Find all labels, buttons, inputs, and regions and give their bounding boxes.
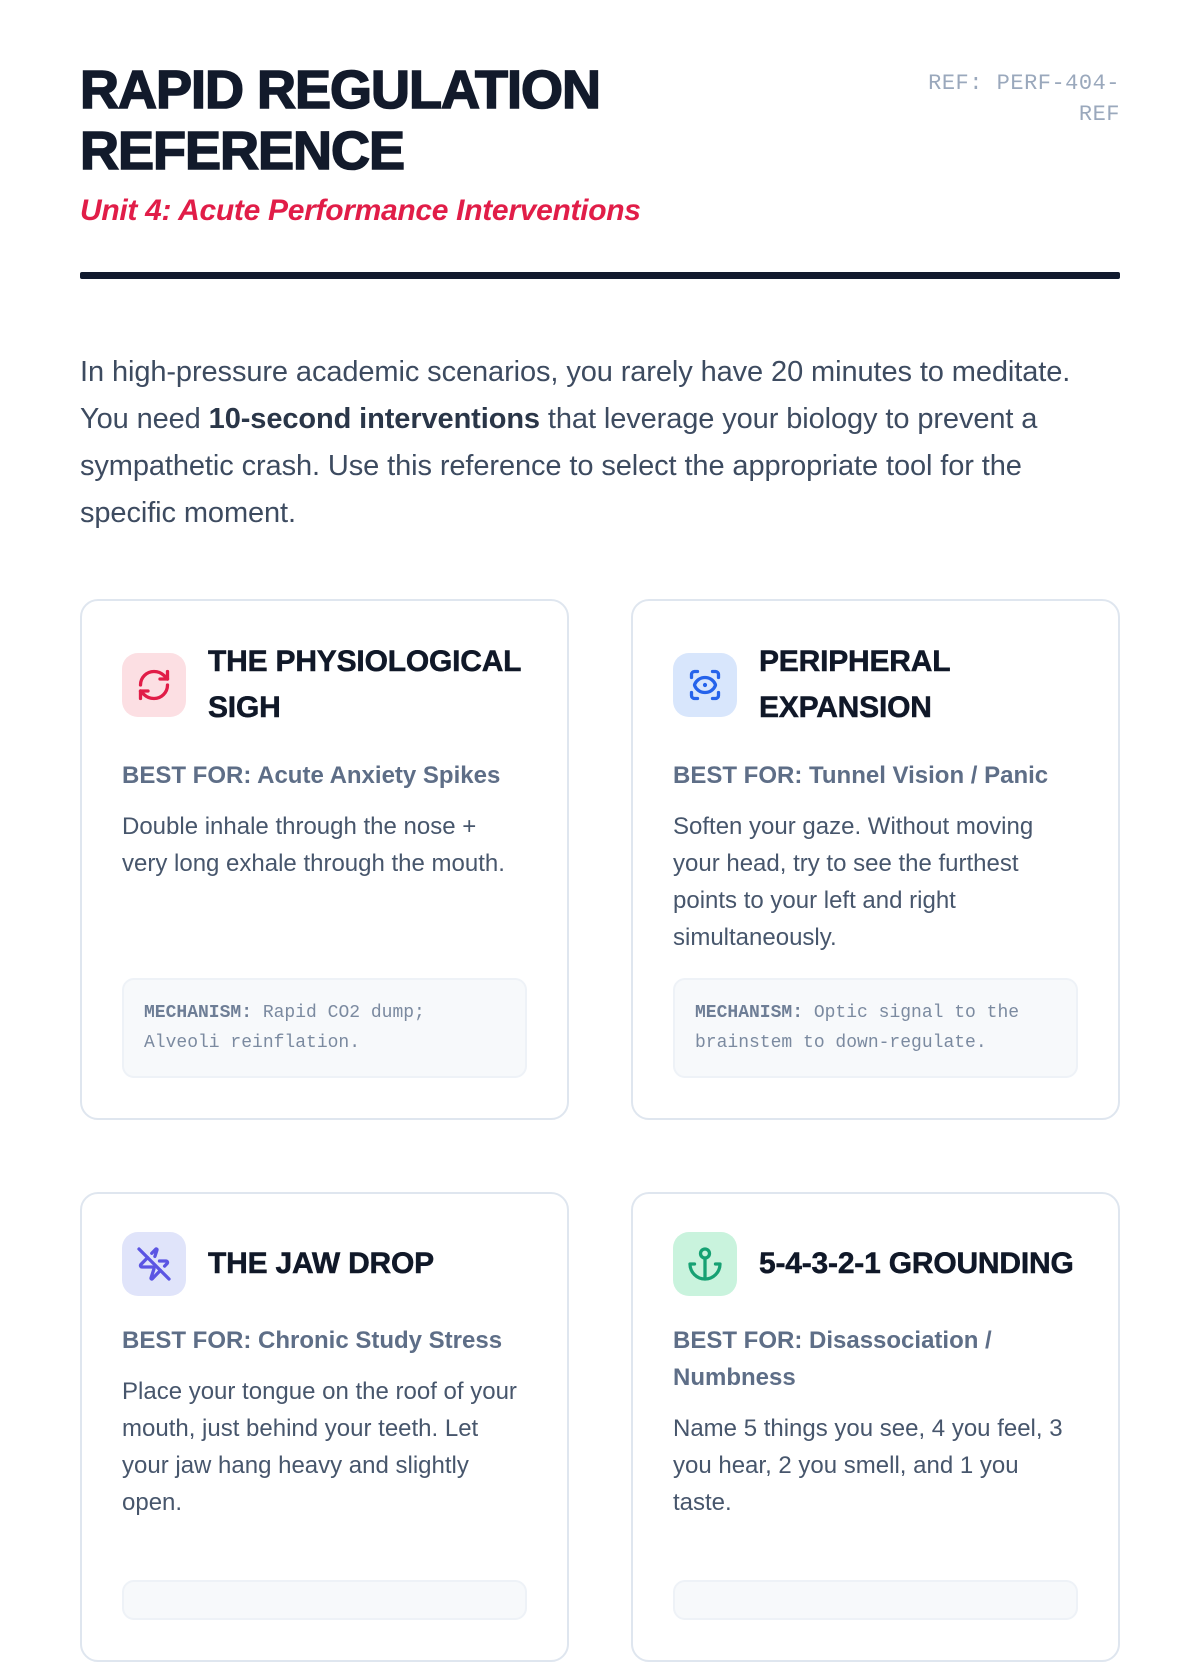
refresh-icon [138,669,170,701]
mechanism-box [122,1580,527,1620]
card-physiological-sigh: THE PHYSIOLOGICAL SIGH BEST FOR: Acute A… [80,599,569,1120]
mechanism-box: MECHANISM: Rapid CO2 dump; Alveoli reinf… [122,978,527,1078]
mechanism-box [673,1580,1078,1620]
best-for-label: BEST FOR: Chronic Study Stress [122,1327,503,1354]
zap-off-icon [137,1247,171,1281]
card-header: THE PHYSIOLOGICAL SIGH [122,639,527,731]
card-header: 5-4-3-2-1 GROUNDING [673,1232,1078,1296]
header: RAPID REGULATION REFERENCE REF: PERF-404… [79,59,1120,182]
ref-code: REF: PERF-404-REF [928,71,1120,127]
mechanism-text: Rapid CO2 dump; Alveoli reinflation. [144,1003,425,1053]
scan-eye-icon [689,669,721,701]
page-title: RAPID REGULATION REFERENCE [79,59,602,182]
card-title: 5-4-3-2-1 GROUNDING [759,1247,1074,1281]
mechanism-label: MECHANISM: [695,1003,804,1023]
mechanism-box: MECHANISM: Optic signal to the brainstem… [673,978,1078,1078]
card-title: PERIPHERAL EXPANSION [759,645,951,725]
divider-rule [80,272,1120,279]
mechanism-label: MECHANISM: [144,1003,253,1023]
unit-subtitle: Unit 4: Acute Performance Interventions [80,194,641,227]
card-title: THE JAW DROP [208,1247,435,1281]
card-peripheral-expansion: PERIPHERAL EXPANSION BEST FOR: Tunnel Vi… [631,599,1120,1120]
card-instructions: Soften your gaze. Without moving your he… [673,813,1034,951]
best-for-label: BEST FOR: Disassociation / Numbness [673,1327,992,1391]
intervention-grid: THE PHYSIOLOGICAL SIGH BEST FOR: Acute A… [80,599,1120,1662]
card-grounding: 5-4-3-2-1 GROUNDING BEST FOR: Disassocia… [631,1192,1120,1662]
card-icon-badge [122,653,186,717]
intro-text-bold: 10-second interventions [208,403,540,435]
card-header: PERIPHERAL EXPANSION [673,639,1078,731]
card-icon-badge [673,653,737,717]
best-for-label: BEST FOR: Acute Anxiety Spikes [122,762,501,789]
mechanism-text: Optic signal to the brainstem to down-re… [695,1003,1020,1053]
card-title: THE PHYSIOLOGICAL SIGH [208,645,521,725]
intro-text-before: In high-pressure academic scenarios, you… [80,356,1071,435]
card-icon-badge [122,1232,186,1296]
intro-text-after: that leverage your biology to prevent a … [80,403,1038,529]
card-icon-badge [673,1232,737,1296]
card-instructions: Double inhale through the nose + very lo… [122,813,505,877]
anchor-icon [688,1247,722,1281]
best-for-label: BEST FOR: Tunnel Vision / Panic [673,762,1049,789]
card-instructions: Name 5 things you see, 4 you feel, 3 you… [673,1415,1063,1516]
card-instructions: Place your tongue on the roof of your mo… [122,1378,517,1516]
card-jaw-drop: THE JAW DROP BEST FOR: Chronic Study Str… [80,1192,569,1662]
intro-paragraph: In high-pressure academic scenarios, you… [80,349,1120,537]
card-header: THE JAW DROP [122,1232,527,1296]
